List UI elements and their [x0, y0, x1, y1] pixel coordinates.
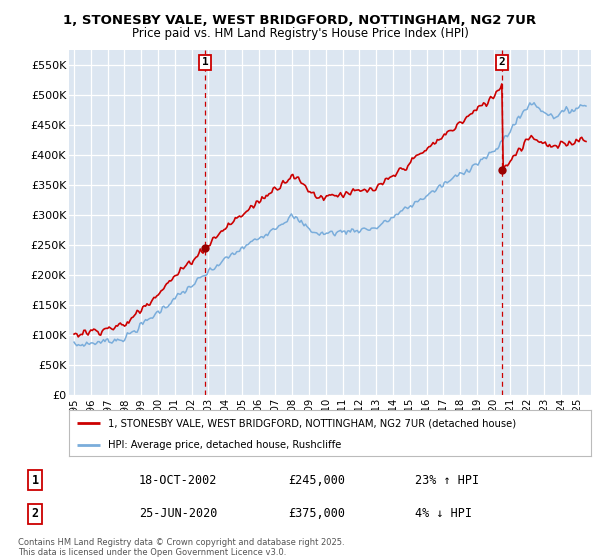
Text: 1: 1: [202, 58, 208, 67]
Text: HPI: Average price, detached house, Rushcliffe: HPI: Average price, detached house, Rush…: [108, 440, 341, 450]
Text: 1: 1: [31, 474, 38, 487]
Text: £245,000: £245,000: [289, 474, 346, 487]
Text: 1, STONESBY VALE, WEST BRIDGFORD, NOTTINGHAM, NG2 7UR (detached house): 1, STONESBY VALE, WEST BRIDGFORD, NOTTIN…: [108, 418, 516, 428]
Text: £375,000: £375,000: [289, 507, 346, 520]
Text: Price paid vs. HM Land Registry's House Price Index (HPI): Price paid vs. HM Land Registry's House …: [131, 27, 469, 40]
Text: 25-JUN-2020: 25-JUN-2020: [139, 507, 217, 520]
Text: 23% ↑ HPI: 23% ↑ HPI: [415, 474, 479, 487]
Text: 1, STONESBY VALE, WEST BRIDGFORD, NOTTINGHAM, NG2 7UR: 1, STONESBY VALE, WEST BRIDGFORD, NOTTIN…: [64, 14, 536, 27]
Text: 2: 2: [499, 58, 505, 67]
Text: 4% ↓ HPI: 4% ↓ HPI: [415, 507, 472, 520]
Text: Contains HM Land Registry data © Crown copyright and database right 2025.
This d: Contains HM Land Registry data © Crown c…: [18, 538, 344, 557]
Text: 18-OCT-2002: 18-OCT-2002: [139, 474, 217, 487]
Text: 2: 2: [31, 507, 38, 520]
